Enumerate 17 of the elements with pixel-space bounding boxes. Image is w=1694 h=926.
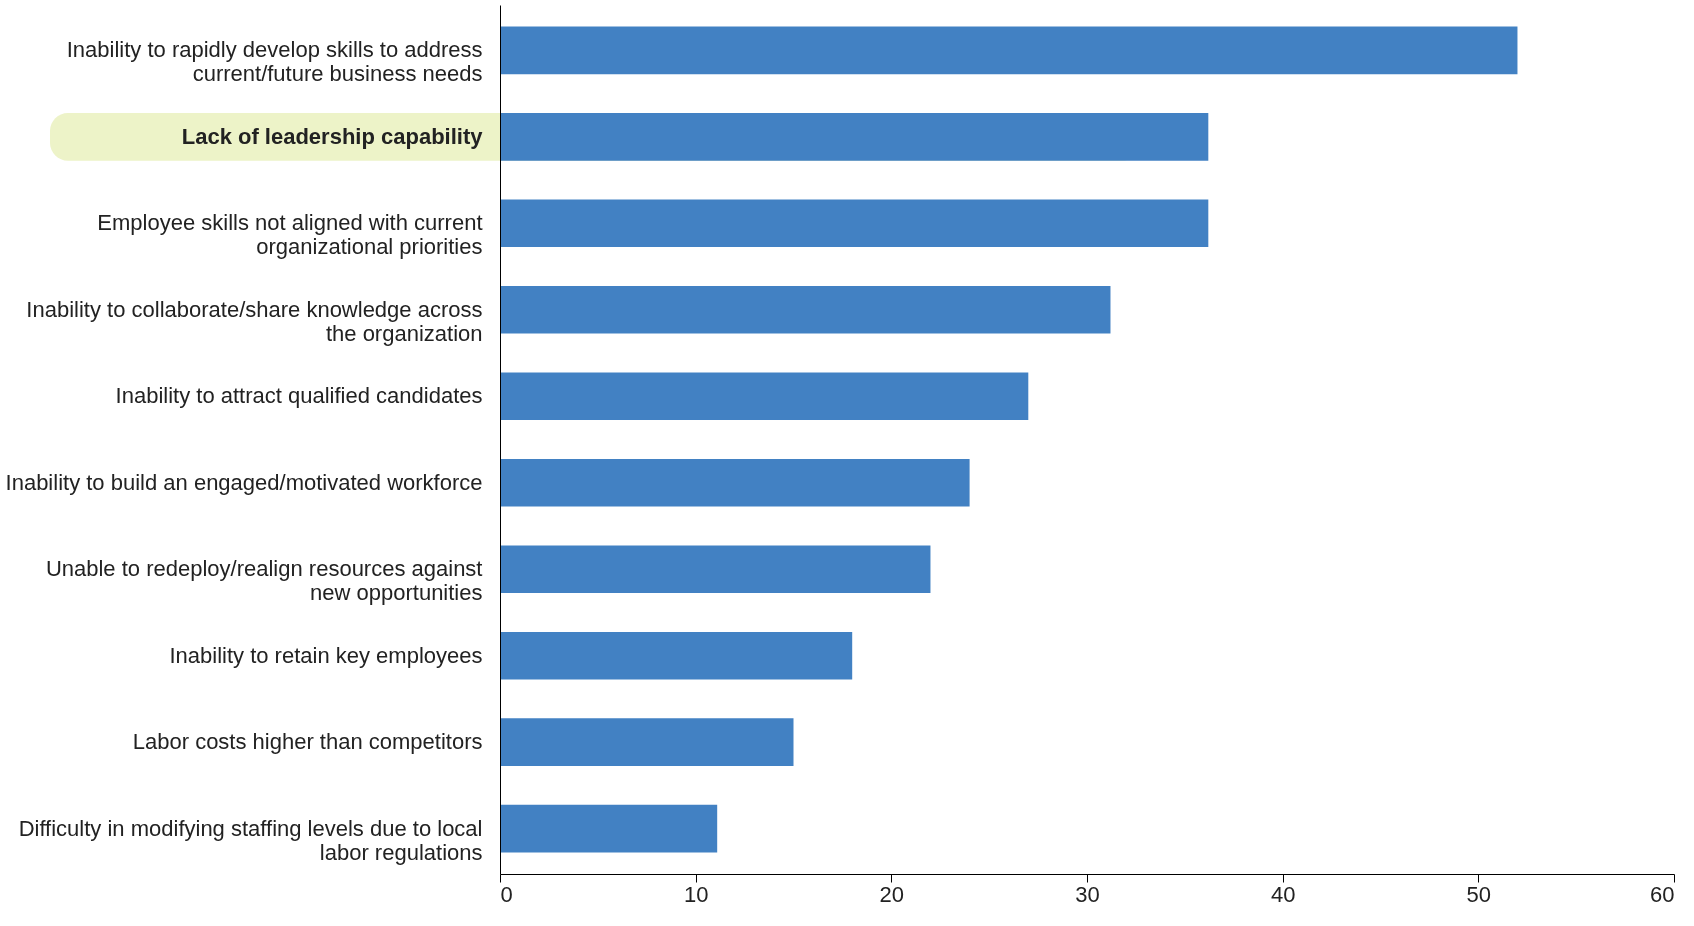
y-tick-label: Inability to attract qualified candidates: [115, 383, 483, 409]
y-tick-label: Inability to rapidly develop skills to address current/future business needs: [66, 37, 483, 87]
x-tick-label: 10: [683, 881, 709, 907]
x-tick-label: 30: [1075, 881, 1100, 907]
y-tick-label: Lack of leadership capability: [181, 123, 484, 149]
x-tick-label: 50: [1466, 881, 1492, 907]
y-tick-label: Employee skills not aligned with current organizational priorities: [97, 210, 483, 260]
y-tick-label: Unable to redeploy/realign resources against new opportunities: [45, 556, 483, 606]
x-tick-label: 40: [1270, 881, 1296, 907]
y-tick-label: Inability to build an engaged/motivated workforce: [5, 469, 483, 495]
y-tick-label: Labor costs higher than competitors: [132, 729, 483, 755]
x-tick-label: 0: [500, 881, 513, 907]
y-tick-label: Inability to retain key employees: [169, 642, 483, 668]
x-tick-label: 60: [1650, 881, 1675, 907]
y-tick-label: Difficulty in modifying staffing levels due to local labor regulations: [18, 815, 483, 865]
y-tick-label: Inability to collaborate/share knowledge across the organization: [26, 296, 483, 346]
x-tick-label: 20: [879, 881, 905, 907]
